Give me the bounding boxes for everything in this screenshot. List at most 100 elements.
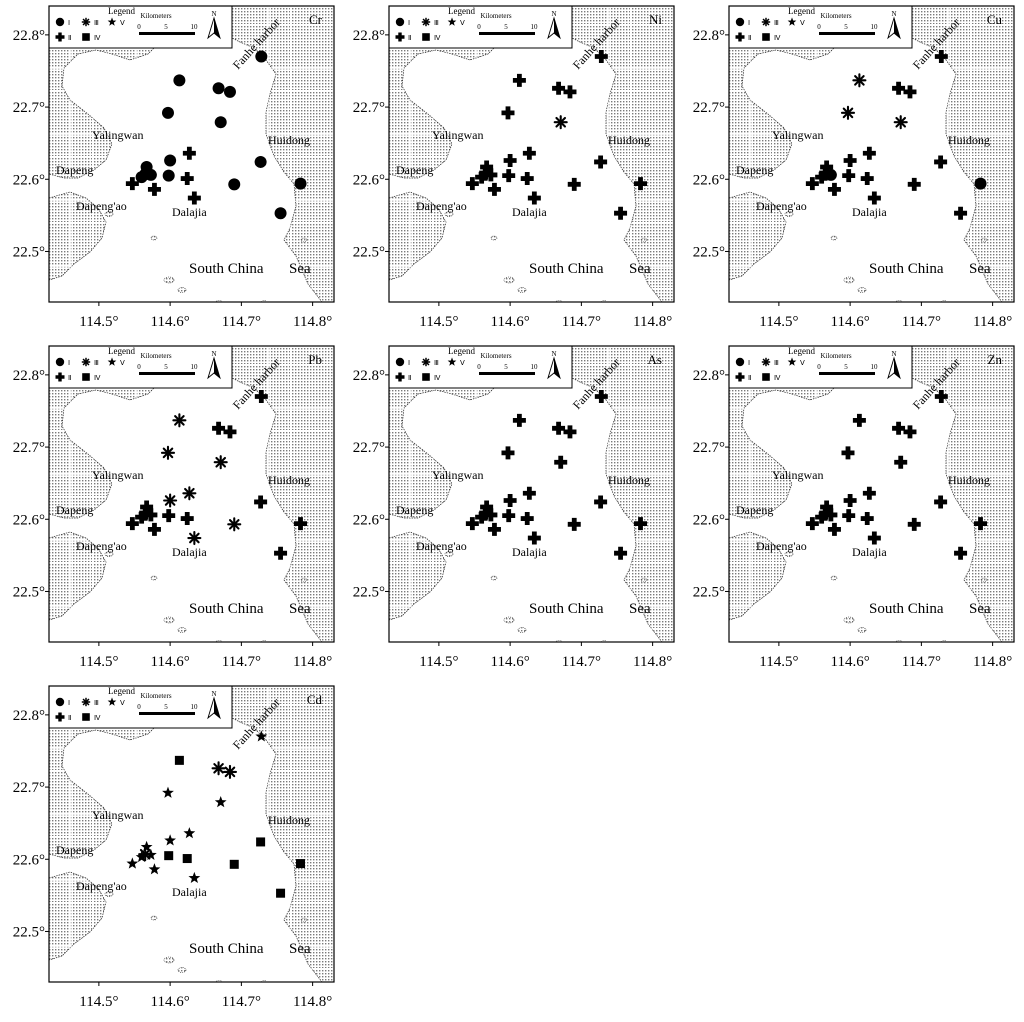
- legend-title: Legend: [448, 346, 475, 356]
- x-tick-label: 114.8°: [293, 654, 332, 670]
- legend: Legend Ⅰ Ⅲ Ⅴ Ⅱ Ⅳ Kilometers 0 5 10 N: [48, 5, 233, 49]
- island: [784, 551, 794, 557]
- legend-class-label: Ⅳ: [94, 34, 101, 42]
- scale-tick-0: 0: [137, 363, 141, 371]
- station-5-class-I-circle-icon: [824, 168, 837, 181]
- station-18-class-V-star-icon: [255, 730, 268, 742]
- island: [857, 627, 867, 633]
- x-tick-label: 114.5°: [759, 654, 798, 670]
- station-19-class-II-plus-icon: [934, 495, 948, 509]
- island: [177, 967, 187, 973]
- station-19-class-I-circle-icon: [254, 155, 267, 168]
- station-16-class-II-plus-icon: [894, 455, 908, 469]
- y-tick-label: 22.5°: [353, 584, 385, 600]
- scale-tick-0: 0: [817, 363, 821, 371]
- north-label: N: [551, 350, 556, 358]
- y-tick-label: 22.6°: [353, 172, 385, 188]
- station-12-class-II-plus-icon: [862, 146, 876, 160]
- station-5-class-II-plus-icon: [824, 508, 838, 522]
- station-9-class-II-plus-icon: [841, 446, 855, 460]
- station-10-class-IV-square-icon: [174, 755, 184, 765]
- legend: Legend Ⅰ Ⅲ Ⅴ Ⅱ Ⅳ Kilometers 0 5 10 N: [48, 685, 233, 729]
- place-label-dapeng: Dapeng: [396, 503, 433, 517]
- y-tick-label: 22.6°: [13, 512, 45, 528]
- legend-class-label: Ⅰ: [68, 359, 70, 367]
- legend-class-label: Ⅳ: [774, 34, 781, 42]
- legend-square-icon: [422, 373, 430, 381]
- map-frame: [48, 685, 335, 983]
- place-label-dalajia: Dalajia: [512, 205, 547, 219]
- place-label-yalingwan: Yalingwan: [432, 468, 483, 482]
- y-tick-label: 22.7°: [693, 440, 725, 456]
- island: [300, 237, 308, 243]
- y-tick-label: 22.8°: [693, 368, 725, 384]
- scale-tick-10: 10: [191, 703, 199, 711]
- map-body: [49, 6, 334, 302]
- scale-bar: [819, 32, 875, 35]
- station-1-class-II-plus-icon: [125, 517, 139, 531]
- legend: Legend Ⅰ Ⅲ Ⅴ Ⅱ Ⅳ Kilometers 0 5 10 N: [728, 5, 913, 49]
- legend-title: Legend: [448, 6, 475, 16]
- station-9-class-III-asterisk-icon: [840, 105, 856, 120]
- legend-class-label: Ⅲ: [434, 359, 439, 367]
- place-label-yalingwan: Yalingwan: [92, 808, 143, 822]
- station-14-class-II-plus-icon: [552, 421, 566, 435]
- legend-title: Legend: [788, 346, 815, 356]
- legend-asterisk-icon: [761, 357, 771, 367]
- station-17-class-IV-square-icon: [229, 859, 239, 869]
- island: [490, 235, 498, 241]
- x-tick-label: 114.5°: [79, 314, 118, 330]
- x-tick-label: 114.8°: [633, 654, 672, 670]
- map-panel-cr: Fanhe harbor Yalingwan Huidong Dapeng Dapeng…: [4, 2, 344, 342]
- scale-bar: [139, 32, 195, 35]
- x-tick-label: 114.7°: [562, 314, 601, 330]
- legend-square-icon: [422, 33, 430, 41]
- legend-class-label: Ⅱ: [408, 374, 411, 382]
- place-label-dalajia: Dalajia: [172, 545, 207, 559]
- x-tick-label: 114.7°: [222, 314, 261, 330]
- y-tick-label: 22.7°: [353, 100, 385, 116]
- station-14-class-II-plus-icon: [212, 421, 226, 435]
- station-20-class-I-circle-icon: [974, 177, 987, 190]
- station-2-class-II-plus-icon: [815, 170, 829, 184]
- station-6-class-V-star-icon: [148, 863, 161, 875]
- station-1-class-II-plus-icon: [805, 517, 819, 531]
- x-tick-label: 114.5°: [419, 654, 458, 670]
- station-17-class-III-asterisk-icon: [227, 517, 242, 532]
- station-3-class-V-star-icon: [140, 840, 153, 853]
- legend-class-label: Ⅰ: [68, 19, 70, 27]
- station-9-class-I-circle-icon: [161, 106, 174, 119]
- x-tick-label: 114.6°: [491, 654, 530, 670]
- scale-tick-10: 10: [871, 23, 879, 31]
- station-5-class-II-plus-icon: [484, 168, 498, 182]
- place-label-dalajia: Dalajia: [172, 205, 207, 219]
- station-15-class-III-asterisk-icon: [222, 764, 238, 779]
- metal-label: Ni: [649, 12, 662, 27]
- station-8-class-I-circle-icon: [164, 154, 177, 167]
- legend-star-icon: [787, 357, 797, 366]
- station-15-class-II-plus-icon: [903, 85, 917, 99]
- place-label-dapengao: Dapeng'ao: [416, 539, 467, 553]
- place-label-huidong: Huidong: [608, 133, 650, 147]
- legend-circle-icon: [735, 357, 745, 367]
- station-14-class-II-plus-icon: [892, 81, 906, 95]
- station-11-class-II-plus-icon: [860, 512, 874, 526]
- legend-title: Legend: [108, 6, 135, 16]
- scale-tick-10: 10: [191, 23, 199, 31]
- legend: Legend Ⅰ Ⅲ Ⅴ Ⅱ Ⅳ Kilometers 0 5 10 N: [388, 345, 573, 389]
- station-17-class-II-plus-icon: [907, 517, 921, 531]
- scale-tick-5: 5: [844, 23, 848, 31]
- legend-title: Legend: [788, 6, 815, 16]
- legend-class-label: Ⅳ: [94, 374, 101, 382]
- island: [517, 287, 527, 293]
- place-label-dapengao: Dapeng'ao: [756, 199, 807, 213]
- scale-tick-0: 0: [137, 703, 141, 711]
- legend-asterisk-icon: [81, 357, 91, 367]
- station-symbols: [125, 50, 307, 220]
- station-7-class-II-plus-icon: [502, 509, 516, 523]
- island: [163, 956, 175, 964]
- legend-plus-icon: [395, 32, 405, 42]
- y-tick-label: 22.6°: [353, 512, 385, 528]
